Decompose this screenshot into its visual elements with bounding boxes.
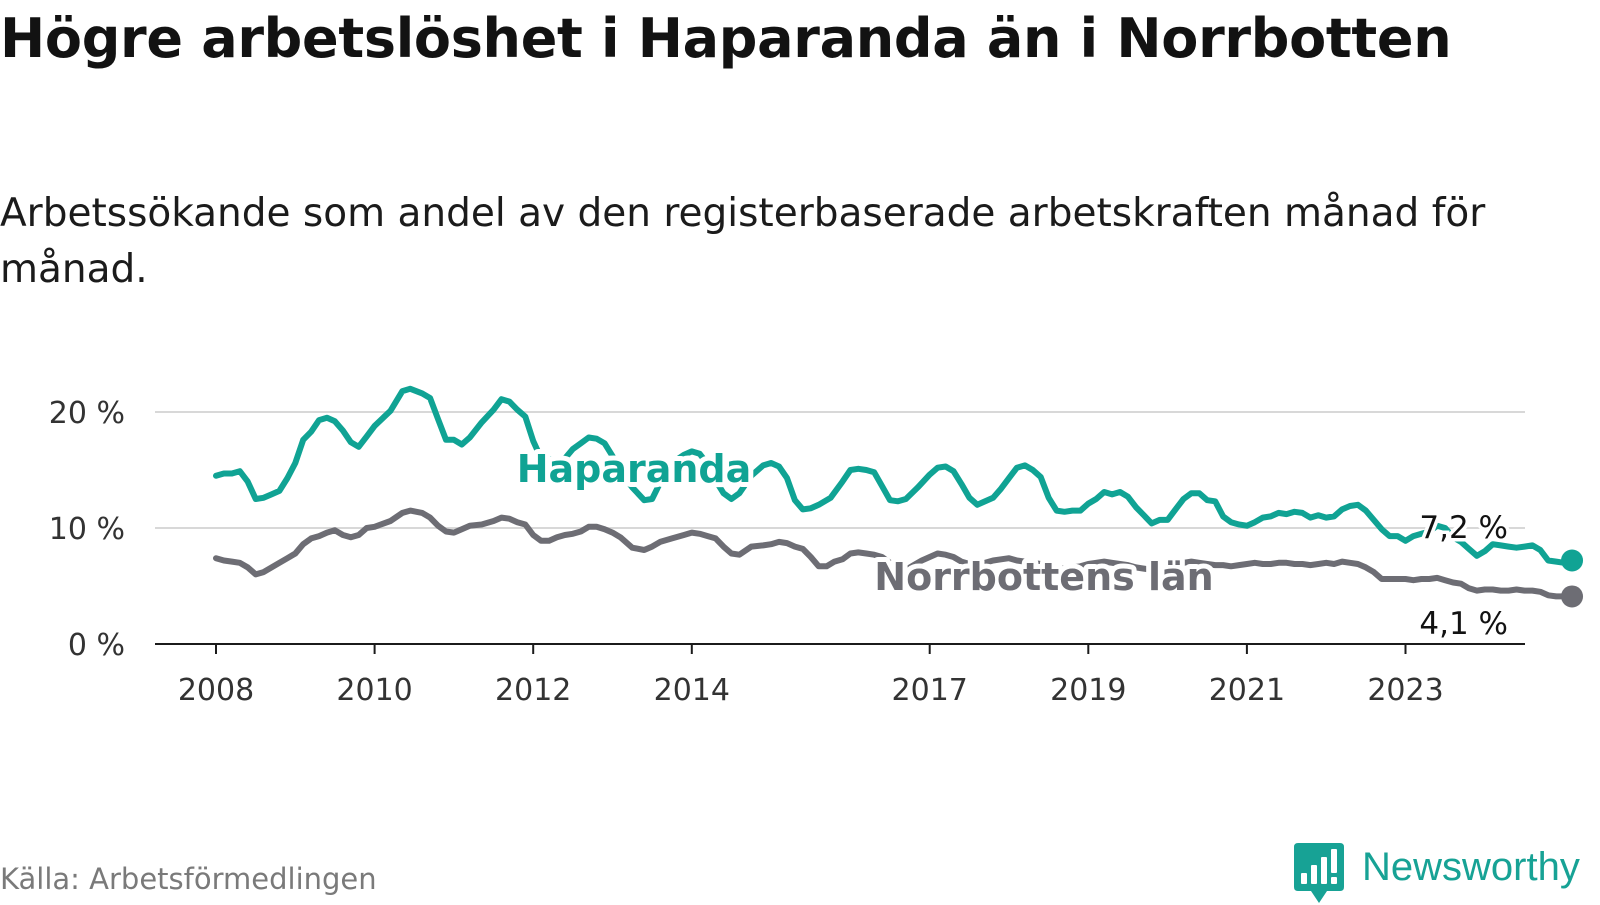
end-value-label-haparanda: 7,2 % xyxy=(1419,510,1508,546)
brand-name: Newsworthy xyxy=(1362,845,1580,889)
x-tick-label: 2014 xyxy=(654,673,730,708)
y-tick-label: 0 % xyxy=(68,628,125,663)
x-tick-label: 2012 xyxy=(495,673,571,708)
series-label-haparanda: Haparanda xyxy=(517,447,752,491)
y-tick-label: 10 % xyxy=(49,512,125,547)
series-label-norrbottens-lan: Norrbottens län xyxy=(874,555,1213,599)
x-tick-label: 2010 xyxy=(336,673,412,708)
y-axis-labels: 0 % 10 % 20 % xyxy=(49,396,125,663)
series-line-norrbottens-lan xyxy=(213,507,1575,600)
x-tick-label: 2023 xyxy=(1367,673,1443,708)
newsworthy-logo-icon xyxy=(1294,843,1344,903)
end-value-label-norrbottens-lan: 4,1 % xyxy=(1419,606,1508,642)
x-tick-label: 2021 xyxy=(1209,673,1285,708)
source-note: Källa: Arbetsförmedlingen xyxy=(0,862,377,896)
x-axis-ticks: 2008 2010 2012 2014 2017 2019 2021 2023 xyxy=(178,644,1444,708)
end-point-norrbottens-lan xyxy=(1561,585,1584,608)
y-tick-label: 20 % xyxy=(49,396,125,431)
series-group xyxy=(213,385,1584,608)
series-line-haparanda xyxy=(213,385,1575,566)
end-point-haparanda xyxy=(1561,549,1584,572)
x-tick-label: 2019 xyxy=(1050,673,1126,708)
x-tick-label: 2017 xyxy=(892,673,968,708)
chart-title: Högre arbetslöshet i Haparanda än i Norr… xyxy=(0,7,1452,70)
x-tick-label: 2008 xyxy=(178,673,254,708)
gridlines xyxy=(155,411,1525,529)
chart-subtitle: Arbetssökande som andel av den registerb… xyxy=(0,191,1486,292)
series-labels: 7,2 % 4,1 % Haparanda Norrbottens län xyxy=(512,442,1512,646)
